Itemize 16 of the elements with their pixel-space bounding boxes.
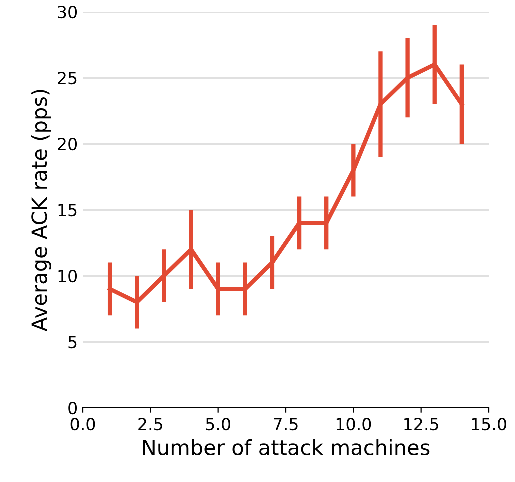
y-tick-label: 25 — [58, 72, 77, 85]
y-tick-label: 20 — [58, 138, 78, 151]
y-tick-label: 5 — [68, 336, 77, 349]
x-tick-label: 12.5 — [404, 418, 438, 431]
x-tick-label: 7.5 — [274, 418, 298, 431]
x-tick-label: 5.0 — [206, 418, 230, 431]
x-tick-label: 15.0 — [472, 418, 506, 431]
x-tick-label: 10.0 — [336, 418, 372, 431]
y-axis-title: Average ACK rate (pps) — [31, 90, 52, 332]
y-tick-label: 15 — [58, 204, 77, 217]
x-axis-title: Number of attack machines — [143, 439, 430, 456]
y-tick-label: 30 — [58, 6, 78, 19]
y-tick-label: 10 — [58, 270, 78, 283]
x-tick-label: 2.5 — [138, 418, 162, 431]
x-tick-label: 0.0 — [70, 418, 96, 431]
y-tick-label: 0 — [68, 402, 78, 415]
